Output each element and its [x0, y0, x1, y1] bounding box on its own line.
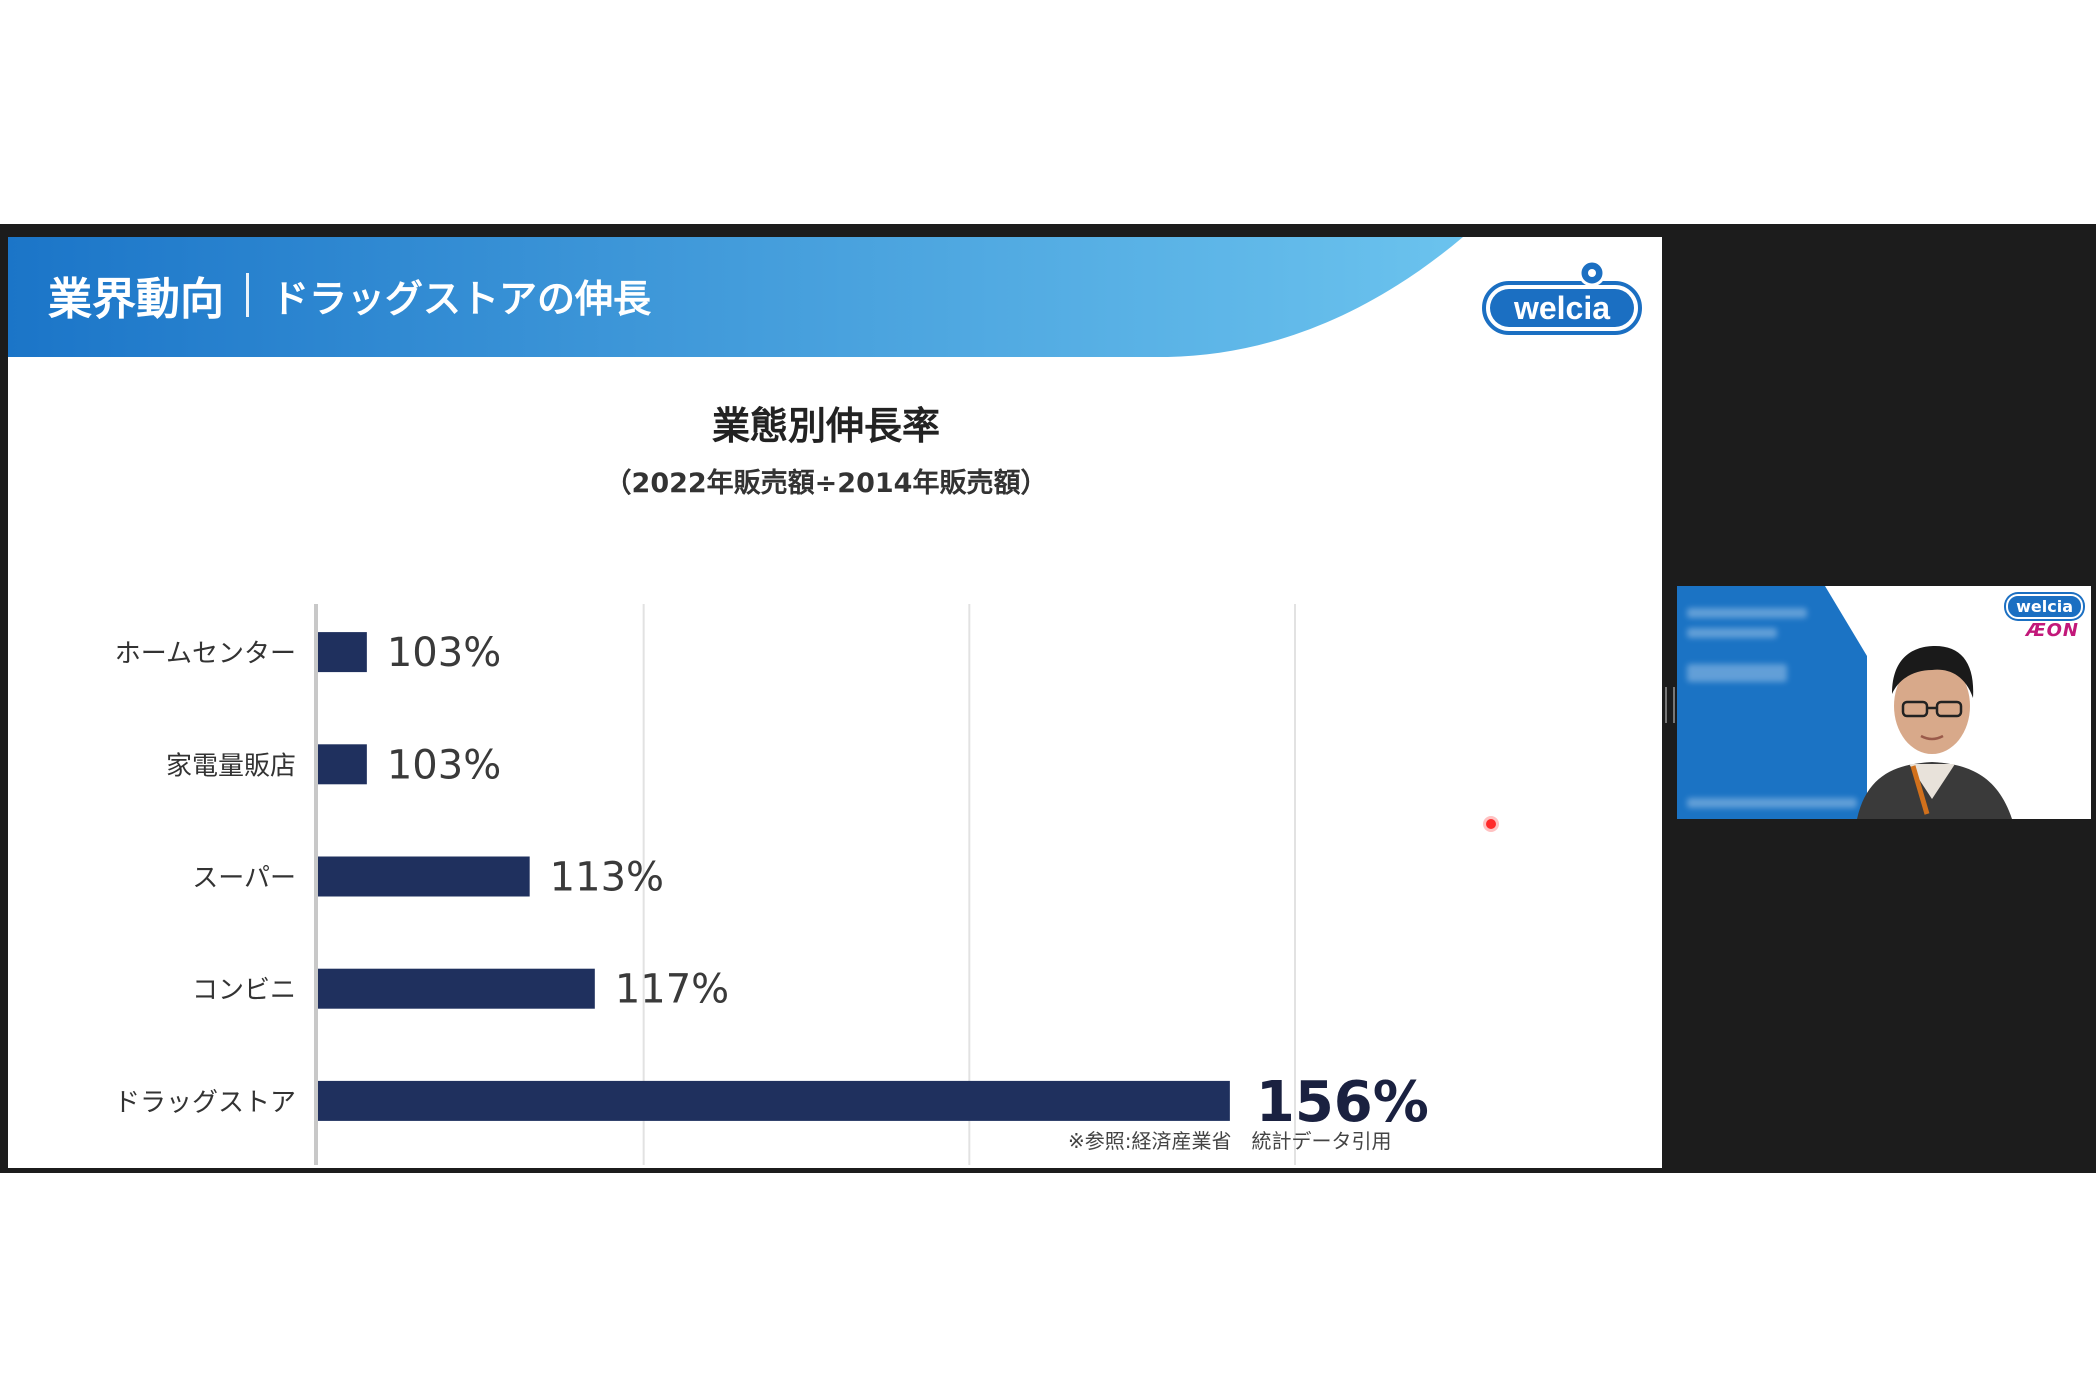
bars — [318, 632, 1230, 1121]
panel-resize-handle[interactable] — [1665, 687, 1675, 723]
grid-lines — [642, 604, 1296, 1165]
chart-subtitle: （2022年販売額÷2014年販売額） — [605, 467, 1048, 499]
laser-pointer — [1486, 819, 1496, 829]
category-label: 家電量販店 — [166, 751, 296, 781]
meeting-stage: 業界動向 ドラッグストアの伸長 welcia 業態別伸長率 （2022年販売額÷… — [0, 224, 2096, 1173]
data-label: 103% — [387, 742, 501, 788]
title-separator — [246, 273, 249, 317]
video-background-panel — [1677, 586, 1867, 819]
bar — [318, 968, 595, 1009]
speaker-video[interactable]: welcia ÆON — [1677, 586, 2091, 819]
bar — [318, 856, 530, 897]
bar — [318, 632, 367, 673]
welcia-logo: welcia — [1482, 259, 1642, 335]
slide-title-sub: ドラッグストアの伸長 — [271, 276, 652, 321]
category-label: スーパー — [192, 864, 296, 894]
category-label: コンビニ — [192, 976, 296, 1006]
speaker-avatar — [1857, 646, 2012, 819]
data-label: 103% — [387, 630, 501, 676]
slide-title: 業界動向 ドラッグストアの伸長 — [48, 265, 651, 325]
category-label: ドラッグストア — [114, 1088, 296, 1118]
bar-chart: 業態別伸長率 （2022年販売額÷2014年販売額） ホームセンター家電量販店ス… — [114, 404, 1429, 1165]
source-note: ※参照:経済産業省 統計データ引用 — [1068, 1129, 1392, 1153]
bar — [318, 1080, 1230, 1121]
data-label: 113% — [550, 855, 664, 901]
logo-text: welcia — [1513, 290, 1610, 326]
blurred-text — [1687, 608, 1807, 618]
blurred-text — [1687, 628, 1777, 638]
blurred-text — [1687, 798, 1857, 808]
video-welcia-logo: welcia — [2006, 594, 2083, 619]
video-aeon-logo: ÆON — [2026, 620, 2079, 641]
blurred-text — [1687, 664, 1787, 682]
presentation-slide: 業界動向 ドラッグストアの伸長 welcia 業態別伸長率 （2022年販売額÷… — [8, 237, 1662, 1168]
category-label: ホームセンター — [115, 639, 296, 669]
header-band — [8, 237, 1463, 357]
data-labels: 103% 103% 113% 117% 156% — [387, 630, 1429, 1135]
data-label: 156% — [1256, 1070, 1429, 1135]
data-label: 117% — [615, 967, 729, 1013]
chart-title: 業態別伸長率 — [712, 404, 940, 448]
bar — [318, 744, 367, 785]
slide-title-main: 業界動向 — [48, 274, 224, 325]
